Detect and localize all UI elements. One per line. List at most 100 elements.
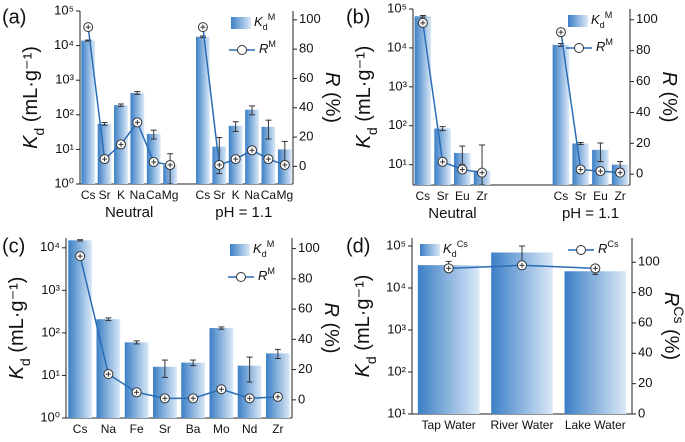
x-tick-label: Sr [575, 189, 587, 203]
y-axis-label-part: (mL·g⁻¹) [20, 46, 42, 128]
y2-tick-label: 100 [299, 11, 321, 26]
x-tick-label: Eu [593, 189, 608, 203]
legend-label: RM [596, 37, 613, 54]
legend-label-part: Cs [607, 239, 619, 249]
y2-axis-label-part: (%) [320, 317, 342, 354]
bar [564, 271, 627, 414]
x-tick-label: Cs [81, 188, 96, 202]
y-tick-label: 10¹ [388, 156, 407, 171]
panel-label: (c) [2, 235, 25, 257]
group-label: pH = 1.1 [215, 204, 272, 221]
legend-label-part: R [598, 241, 607, 256]
marker [457, 164, 468, 175]
y-tick-label: 10³ [55, 72, 74, 87]
y-axis-label: Kd (mL·g⁻¹) [20, 46, 46, 149]
y2-tick-label: 40 [298, 331, 312, 346]
legend-label-part: M [268, 12, 276, 22]
x-tick-label: Tap Water [422, 418, 476, 432]
marker [132, 117, 143, 128]
x-tick-label: Na [101, 422, 117, 436]
y2-axis-label-part: R [321, 72, 343, 86]
bar [153, 366, 177, 418]
y2-tick-label: 80 [298, 270, 312, 285]
marker [165, 159, 176, 170]
y2-tick-label: 100 [636, 11, 658, 26]
y2-tick-label: 100 [298, 240, 320, 255]
x-tick-label: Ca [146, 188, 162, 202]
y-tick-label: 10³ [387, 321, 406, 336]
y-tick-label: 10¹ [387, 405, 406, 420]
y2-tick-label: 80 [636, 42, 650, 57]
marker [477, 167, 488, 178]
y-tick-label: 10² [55, 106, 74, 121]
legend-label: RM [259, 39, 276, 56]
y-tick-label: 10⁵ [386, 237, 406, 252]
x-tick-label: Cs [196, 188, 211, 202]
marker [83, 22, 94, 33]
bar [81, 40, 96, 184]
y2-tick-label: 20 [298, 361, 312, 376]
y-axis-label-part: d [364, 127, 380, 135]
y-tick-label: 10³ [388, 78, 407, 93]
y-tick-label: 10² [387, 363, 406, 378]
legend-label-part: M [268, 39, 276, 49]
y-tick-label: 10⁵ [387, 0, 407, 15]
legend-label-part: K [253, 241, 263, 256]
legend-label: RM [258, 266, 275, 283]
marker [99, 154, 110, 165]
y-tick-label: 10⁵ [54, 2, 74, 17]
marker [417, 17, 428, 28]
legend-label-part: d [262, 249, 267, 259]
x-tick-label: Na [244, 188, 260, 202]
y-axis-label-part: K [6, 364, 28, 379]
bar [266, 353, 290, 418]
bar [237, 365, 262, 418]
legend-label: KdM [591, 10, 612, 30]
group-label: pH = 1.1 [562, 205, 619, 222]
y-tick-label: 10⁰ [40, 409, 60, 424]
y-axis-label-part: d [17, 358, 33, 366]
error-bar [439, 126, 446, 132]
x-tick-label: Cs [554, 189, 569, 203]
x-tick-label: Zr [476, 189, 487, 203]
y-tick-label: 10³ [41, 282, 60, 297]
marker [103, 369, 114, 380]
marker [595, 166, 606, 177]
y-axis-label-part: d [31, 128, 47, 136]
bar [491, 252, 553, 414]
bar [414, 16, 432, 186]
legend-label-part: K [443, 241, 453, 256]
error-bar [133, 340, 140, 345]
legend-label-part: R [259, 41, 268, 56]
x-tick-label: Sr [437, 189, 449, 203]
legend-marker [237, 45, 247, 55]
marker [263, 154, 274, 165]
error-bar [232, 121, 239, 132]
marker [159, 393, 170, 404]
error-bar [190, 359, 197, 367]
y2-tick-label: 20 [299, 129, 313, 144]
error-bar [249, 105, 256, 116]
y-axis-label-part: (mL·g⁻¹) [6, 277, 28, 359]
panel-label: (b) [346, 6, 370, 28]
y-axis-label-part: K [20, 134, 42, 149]
line [422, 22, 621, 174]
x-tick-label: Zr [614, 189, 625, 203]
legend-swatch [420, 244, 440, 256]
legend-swatch [568, 15, 588, 27]
bar [417, 265, 480, 414]
y2-axis-label: R (%) [320, 302, 342, 353]
error-bar [218, 326, 225, 330]
group-label: Neutral [105, 204, 153, 221]
bar [68, 240, 92, 418]
marker [590, 263, 601, 274]
legend-label: RCs [598, 239, 619, 256]
marker [615, 167, 626, 178]
y-tick-label: 10⁴ [54, 37, 74, 52]
x-tick-label: Ba [186, 422, 201, 436]
legend-label-part: M [605, 10, 613, 20]
error-bar [419, 15, 426, 18]
y-axis-label-part: d [363, 356, 379, 364]
error-bar [101, 121, 108, 126]
marker [75, 251, 86, 262]
